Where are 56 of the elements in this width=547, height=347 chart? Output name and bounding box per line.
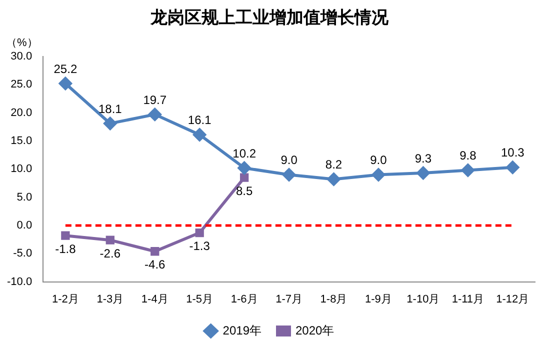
data-label: 9.0	[280, 153, 298, 168]
data-label: 9.3	[414, 151, 432, 166]
x-tick-label: 1-2月	[52, 293, 79, 306]
data-label: 10.3	[500, 146, 525, 160]
y-tick-label: 0.0	[16, 219, 32, 232]
data-label: 19.7	[143, 92, 167, 107]
point	[104, 116, 117, 130]
chart-title: 龙岗区规上工业增加值增长情况	[150, 8, 390, 27]
point	[240, 173, 249, 182]
data-label: 10.2	[232, 146, 256, 160]
y-tick-label: -5.0	[13, 248, 32, 260]
data-label: 9.0	[370, 153, 388, 168]
point	[461, 164, 474, 177]
x-tick-label: 1-10月	[406, 293, 440, 306]
point	[372, 168, 385, 182]
x-tick-label: 1-9月	[365, 293, 392, 306]
y-tick-label: 5.0	[16, 191, 32, 204]
data-label: -1.8	[55, 242, 76, 256]
point	[195, 228, 204, 238]
data-label: 8.2	[325, 158, 342, 172]
point	[238, 161, 251, 174]
point	[416, 166, 430, 180]
point	[327, 172, 340, 186]
data-label: 25.2	[54, 62, 78, 76]
y-axis-title: （%）	[6, 36, 38, 49]
data-label: -4.6	[144, 258, 166, 272]
point	[148, 108, 162, 121]
data-label: 16.1	[188, 113, 212, 128]
data-label: 18.1	[98, 102, 122, 116]
y-tick-label: 10.0	[10, 163, 32, 176]
legend-label: 2020年	[296, 323, 334, 338]
y-tick-label: 25.0	[10, 78, 32, 91]
y-tick-label: -10.0	[6, 276, 32, 288]
point	[58, 76, 72, 90]
point	[193, 128, 206, 142]
x-tick-label: 1-4月	[141, 293, 168, 306]
x-tick-label: 1-6月	[230, 293, 258, 306]
x-tick-label: 1-8月	[320, 293, 348, 306]
y-tick-label: 30.0	[10, 50, 32, 62]
y-tick-label: 20.0	[10, 106, 32, 119]
point	[282, 168, 296, 182]
x-tick-label: 1-12月	[496, 293, 530, 306]
x-tick-label: 1-5月	[186, 293, 214, 306]
point	[506, 160, 520, 174]
x-tick-label: 1-3月	[96, 293, 124, 306]
y-tick-label: 15.0	[10, 134, 32, 147]
x-tick-label: 1-7月	[276, 293, 302, 306]
point	[106, 236, 114, 244]
point	[150, 247, 160, 256]
data-label: 8.5	[236, 184, 253, 198]
data-label: -1.3	[189, 239, 210, 254]
x-tick-label: 1-11月	[452, 293, 484, 306]
legend-label: 2019年	[222, 323, 262, 338]
point	[61, 231, 70, 240]
data-label: -2.6	[100, 246, 121, 260]
data-label: 9.8	[460, 148, 477, 163]
